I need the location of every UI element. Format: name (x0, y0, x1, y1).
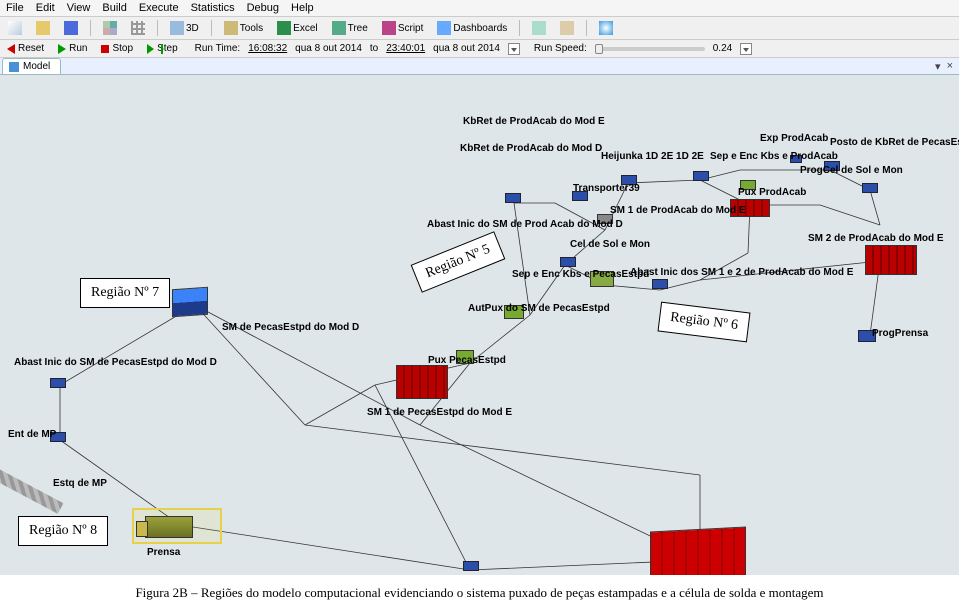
obj-sm2-pecasestpd-e[interactable] (650, 526, 746, 575)
label-transporter: Transporter39 (573, 183, 640, 194)
conveyor-object (0, 466, 63, 514)
menu-debug[interactable]: Debug (247, 2, 279, 14)
obj-kbret-d[interactable] (505, 193, 521, 203)
obj-sm1-pecasestpd-e[interactable] (396, 365, 448, 399)
model-canvas[interactable]: KbRet de ProdAcab do Mod E KbRet de Prod… (0, 75, 959, 575)
tab-close-icon[interactable]: × (947, 60, 953, 73)
figure-caption: Figura 2B – Regiões do modelo computacio… (0, 585, 959, 601)
main-toolbar: 3D Tools Excel Tree Script Dashboards (0, 17, 959, 40)
grid-button[interactable] (127, 19, 149, 37)
runtime-to-label: to (370, 43, 378, 54)
run-toolbar: Reset Run Stop Step Run Time: 16:08:32 q… (0, 40, 959, 58)
obj-sep-enc-prodacab[interactable] (693, 171, 709, 181)
stop-button[interactable]: Stop (98, 42, 136, 55)
label-estq-mp: Estq de MP (53, 478, 107, 489)
obj-sm2-prodacab-e[interactable] (865, 245, 917, 275)
label-abast-sm-pecasestpd-d: Abast Inic do SM de PecasEstpd do Mod D (14, 357, 217, 368)
label-sep-enc-prodacab: Sep e Enc Kbs e ProdAcab (710, 151, 838, 162)
help-button[interactable] (595, 19, 617, 37)
runtime-dropdown-icon[interactable] (508, 43, 520, 55)
label-pux-pecasestpd: Pux PecasEstpd (428, 355, 506, 366)
menu-build[interactable]: Build (102, 2, 126, 14)
3d-button[interactable]: 3D (166, 19, 203, 37)
label-abast-sm-prodacab-d: Abast Inic do SM de Prod Acab do Mod D (427, 219, 623, 230)
runtime-from-time: 16:08:32 (248, 43, 287, 54)
label-ent-mp: Ent de MP (8, 429, 56, 440)
menu-view[interactable]: View (67, 2, 91, 14)
runspeed-label: Run Speed: (534, 43, 587, 54)
tree-button[interactable]: Tree (328, 19, 372, 37)
label-posto-kbret: Posto de KbRet de PecasEstp (830, 137, 959, 148)
runtime-to-time: 23:40:01 (386, 43, 425, 54)
menu-statistics[interactable]: Statistics (191, 2, 235, 14)
label-cel-sol-mon: Cel de Sol e Mon (570, 239, 650, 250)
menu-edit[interactable]: Edit (36, 2, 55, 14)
runspeed-value: 0.24 (713, 43, 732, 54)
label-kbret-d: KbRet de ProdAcab do Mod D (460, 143, 602, 154)
reset-button[interactable]: Reset (4, 42, 47, 55)
label-sm-pecasestpd-d: SM de PecasEstpd do Mod D (222, 322, 359, 333)
runtime-from-date: qua 8 out 2014 (295, 43, 362, 54)
obj-prensa[interactable] (145, 516, 193, 538)
region-8-box: Região Nº 8 (18, 516, 108, 546)
label-sm2-prodacab-e: SM 2 de ProdAcab do Mod E (808, 233, 944, 244)
unlink-button[interactable] (556, 19, 578, 37)
tab-model[interactable]: Model (2, 58, 61, 74)
excel-button[interactable]: Excel (273, 19, 321, 37)
region-6-box: Região Nº 6 (658, 302, 751, 343)
label-pux-prodacab: Pux ProdAcab (738, 187, 806, 198)
run-button[interactable]: Run (55, 42, 90, 55)
obj-abast-sm12-prodacab[interactable] (652, 279, 668, 289)
label-prensa: Prensa (147, 547, 180, 558)
tab-bar: Model ▾ × (0, 58, 959, 75)
label-heijunka: Heijunka 1D 2E 1D 2E (601, 151, 704, 162)
label-exp-prodacab: Exp ProdAcab (760, 133, 828, 144)
views-button[interactable] (99, 19, 121, 37)
label-progprensa: ProgPrensa (872, 328, 928, 339)
label-sm1-pecasestpd-e: SM 1 de PecasEstpd do Mod E (367, 407, 512, 418)
link-button[interactable] (528, 19, 550, 37)
runspeed-slider[interactable] (595, 47, 705, 51)
label-kbret-e: KbRet de ProdAcab do Mod E (463, 116, 605, 127)
region-5-box: Região Nº 5 (411, 231, 506, 293)
runspeed-dropdown-icon[interactable] (740, 43, 752, 55)
new-button[interactable] (4, 19, 26, 37)
label-autpux: AutPux do SM de PecasEstpd (468, 303, 610, 314)
tab-label: Model (23, 61, 50, 72)
label-sep-enc-pecasestpd: Sep e Enc Kbs e PecasEstpd (512, 269, 649, 280)
obj-abast-sm-pecasestpd-d[interactable] (50, 378, 66, 388)
tab-maximize-icon[interactable]: ▾ (935, 60, 941, 73)
open-button[interactable] (32, 19, 54, 37)
obj-abast-sm12-pecasestpd[interactable] (463, 561, 479, 571)
tools-button[interactable]: Tools (220, 19, 267, 37)
label-sm1-prodacab-e: SM 1 de ProdAcab do Mod E (610, 205, 746, 216)
label-abast-sm12-prodacab: Abast Inic dos SM 1 e 2 de ProdAcab do M… (630, 267, 853, 278)
menu-bar: File Edit View Build Execute Statistics … (0, 0, 959, 17)
obj-sm-pecasestpd-d[interactable] (172, 287, 208, 318)
menu-file[interactable]: File (6, 2, 24, 14)
runtime-to-date: qua 8 out 2014 (433, 43, 500, 54)
region-7-box: Região Nº 7 (80, 278, 170, 308)
model-icon (9, 62, 19, 72)
menu-execute[interactable]: Execute (139, 2, 179, 14)
runtime-label: Run Time: (195, 43, 241, 54)
step-button[interactable]: Step (144, 42, 181, 55)
script-button[interactable]: Script (378, 19, 428, 37)
obj-sep-enc-pecasestpd[interactable] (560, 257, 576, 267)
label-progcel: ProgCel de Sol e Mon (800, 165, 903, 176)
obj-posto-kbret[interactable] (862, 183, 878, 193)
dashboards-button[interactable]: Dashboards (433, 19, 511, 37)
save-button[interactable] (60, 19, 82, 37)
menu-help[interactable]: Help (291, 2, 314, 14)
